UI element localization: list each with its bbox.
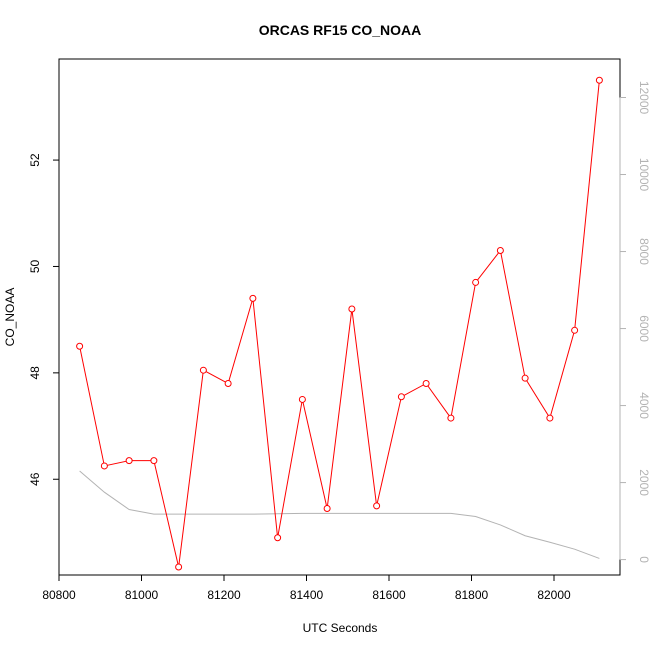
x-tick-label: 81200 xyxy=(207,588,241,602)
x-axis: 80800 81000 81200 81400 81600 81800 82000 xyxy=(42,574,571,602)
data-point xyxy=(348,305,356,313)
x-tick-label: 81000 xyxy=(125,588,159,602)
secondary-y-axis: 0 2000 4000 6000 8000 10000 12000 xyxy=(619,81,650,563)
data-point xyxy=(373,502,381,510)
y-axis: 46 48 50 52 xyxy=(28,153,59,486)
x-tick-label: 81800 xyxy=(455,588,489,602)
plot-frame xyxy=(58,58,621,576)
y2-tick-label: 8000 xyxy=(637,238,650,265)
data-point xyxy=(249,294,257,302)
y2-tick-label: 2000 xyxy=(637,469,650,496)
data-point xyxy=(323,505,331,513)
data-point xyxy=(150,457,158,465)
y2-tick-label: 4000 xyxy=(637,392,650,419)
primary-series xyxy=(76,76,603,571)
data-point xyxy=(521,374,529,382)
y-axis-label: CO_NOAA xyxy=(3,288,17,347)
chart-title: ORCAS RF15 CO_NOAA xyxy=(259,22,422,38)
data-point xyxy=(125,457,133,465)
y2-tick-label: 12000 xyxy=(637,81,650,115)
secondary-series-line xyxy=(79,470,600,559)
y-tick-label: 48 xyxy=(28,366,42,380)
x-tick-label: 80800 xyxy=(42,588,76,602)
y2-tick-label: 6000 xyxy=(637,315,650,342)
data-point xyxy=(199,366,207,374)
data-point xyxy=(100,462,108,470)
plot-border xyxy=(58,58,621,576)
x-tick-label: 82000 xyxy=(537,588,571,602)
data-point xyxy=(422,379,430,387)
y-tick-label: 52 xyxy=(28,153,42,167)
data-point xyxy=(447,414,455,422)
data-point xyxy=(76,342,84,350)
y2-tick-label: 10000 xyxy=(637,158,650,192)
data-point xyxy=(175,563,183,571)
y-tick-label: 46 xyxy=(28,472,42,486)
data-point xyxy=(298,395,306,403)
data-point xyxy=(571,326,579,334)
data-point xyxy=(397,393,405,401)
data-point xyxy=(472,278,480,286)
primary-series-line xyxy=(79,80,600,568)
data-point xyxy=(546,414,554,422)
data-point xyxy=(274,534,282,542)
y2-tick-label: 0 xyxy=(637,556,650,563)
data-point xyxy=(496,247,504,255)
x-tick-label: 81600 xyxy=(372,588,406,602)
data-point xyxy=(595,76,603,84)
data-point xyxy=(224,379,232,387)
x-tick-label: 81400 xyxy=(290,588,324,602)
secondary-series xyxy=(79,470,600,559)
x-axis-label: UTC Seconds xyxy=(303,621,378,635)
y-tick-label: 50 xyxy=(28,259,42,273)
